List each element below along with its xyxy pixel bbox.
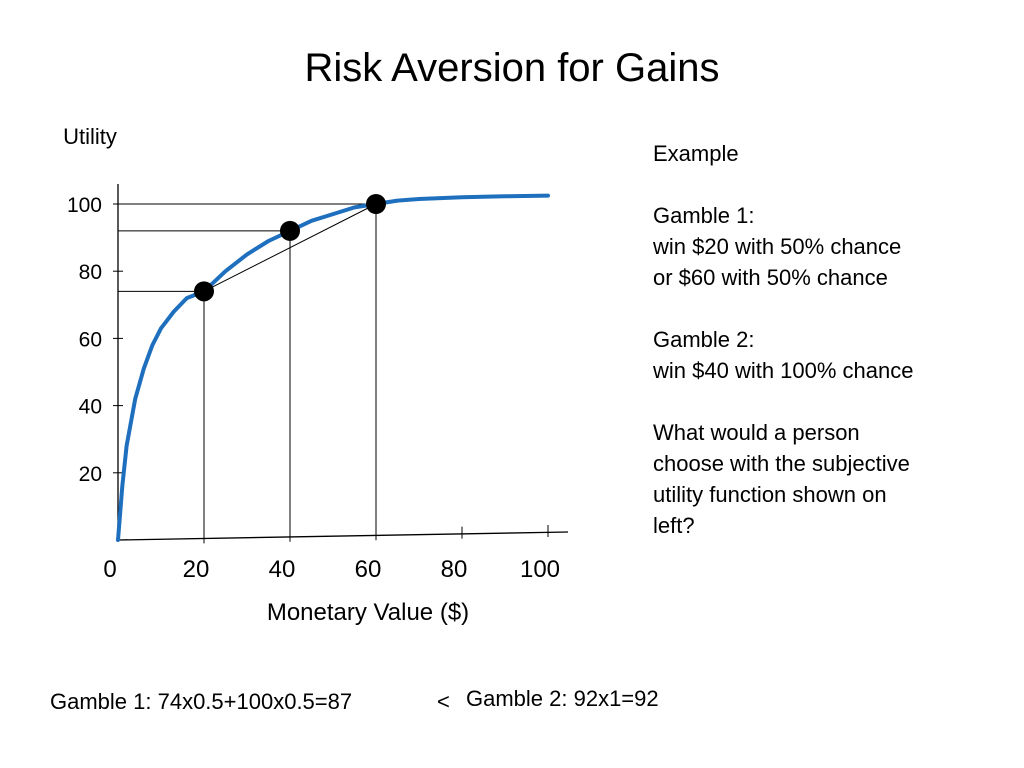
tick-marks	[113, 203, 549, 544]
guide-lines	[118, 203, 377, 539]
gamble2-line1: win $40 with 100% chance	[653, 358, 914, 383]
y-tick-label-100: 100	[67, 194, 102, 217]
gamble1-line1: win $20 with 50% chance	[653, 234, 902, 259]
data-points	[194, 194, 386, 302]
x-tick-label-80: 80	[441, 556, 468, 583]
tick-labels: 20 40 60 80 100 0 20 40 60 80 100	[67, 194, 560, 583]
data-point-2	[280, 220, 300, 241]
x-axis-line	[117, 531, 569, 541]
utility-curve	[116, 193, 550, 542]
data-point-3	[366, 194, 386, 214]
expected-utility-chord	[203, 203, 377, 292]
example-heading: Example	[653, 141, 739, 166]
gamble2-calculation: Gamble 2: 92x1=92	[466, 686, 659, 711]
slide-title: Risk Aversion for Gains	[304, 46, 720, 90]
question-line3: utility function shown on	[653, 482, 887, 507]
y-tick-label-60: 60	[79, 328, 102, 351]
x-tick-label-0: 0	[103, 556, 116, 583]
data-point-1	[194, 281, 214, 302]
gamble1-line2: or $60 with 50% chance	[653, 265, 888, 290]
comparison-sign: <	[437, 689, 450, 714]
y-tick-label-80: 80	[79, 261, 102, 284]
gamble2-title: Gamble 2:	[653, 327, 755, 352]
question-line2: choose with the subjective	[653, 451, 910, 476]
example-panel: Example Gamble 1: win $20 with 50% chanc…	[653, 138, 993, 541]
gamble1-calculation: Gamble 1: 74x0.5+100x0.5=87	[50, 689, 353, 714]
x-tick-label-100: 100	[520, 556, 560, 583]
question-line1: What would a person	[653, 420, 860, 445]
x-axis-label: Monetary Value ($)	[267, 599, 469, 626]
question-line4: left?	[653, 513, 695, 538]
utility-curve-group	[116, 193, 550, 542]
axes	[117, 184, 569, 541]
y-tick-label-40: 40	[79, 396, 102, 419]
y-axis-label: Utility	[63, 124, 117, 149]
x-tick-label-20: 20	[183, 556, 210, 583]
gamble1-title: Gamble 1:	[653, 203, 755, 228]
y-tick-label-20: 20	[79, 463, 102, 486]
x-tick-label-40: 40	[269, 556, 296, 583]
x-tick-label-60: 60	[355, 556, 382, 583]
